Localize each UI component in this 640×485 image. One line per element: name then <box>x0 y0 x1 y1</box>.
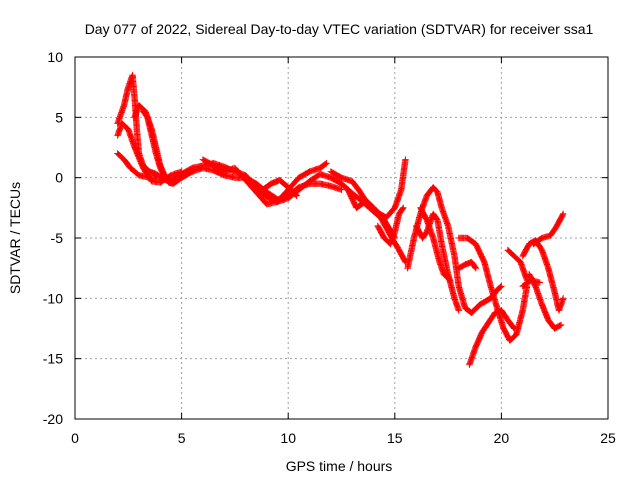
y-tick-label: 5 <box>55 109 63 125</box>
series-marker-trail <box>455 258 479 272</box>
y-tick-label: 0 <box>55 170 63 186</box>
x-tick-label: 20 <box>494 430 510 446</box>
series-arc-15 <box>417 204 454 284</box>
x-tick-label: 25 <box>600 430 616 446</box>
series-marker-trail <box>140 108 170 184</box>
series-marker-trail <box>504 246 531 284</box>
series-marker-trail <box>374 204 407 248</box>
y-tick-label: -10 <box>43 290 63 306</box>
y-tick-label: -15 <box>43 351 63 367</box>
axis-ticks: 0 5 10 15 20 25 -20 -15 -10 -5 0 5 10 <box>43 49 616 446</box>
x-tick-label: 15 <box>387 430 403 446</box>
series-arc-22 <box>530 210 567 248</box>
y-tick-label: -5 <box>51 230 64 246</box>
y-tick-label: -20 <box>43 411 63 427</box>
series-marker-trail <box>455 234 531 344</box>
grid-lines <box>75 57 608 419</box>
series-arc-12 <box>374 204 407 248</box>
series-arc-17 <box>455 234 531 344</box>
x-tick-label: 10 <box>280 430 296 446</box>
series-marker-trail <box>199 156 330 208</box>
chart-title: Day 077 of 2022, Sidereal Day-to-day VTE… <box>85 21 594 37</box>
series-marker-trail <box>530 210 567 248</box>
series-marker-trail <box>344 186 409 266</box>
data-points <box>114 71 567 368</box>
series-marker-trail <box>519 277 543 290</box>
series-arc-23 <box>519 277 543 290</box>
series-arc-11 <box>344 186 409 266</box>
x-tick-label: 0 <box>71 430 79 446</box>
series-arc-8 <box>199 156 330 208</box>
series-arc-9 <box>259 176 300 199</box>
series-marker-trail <box>417 204 454 284</box>
series-arc-5 <box>140 108 170 184</box>
series-marker-trail <box>259 176 300 199</box>
series-marker-trail <box>466 307 518 368</box>
series-arc-16 <box>455 258 479 272</box>
y-axis-label: SDTVAR / TECUs <box>7 182 23 294</box>
y-tick-label: 10 <box>47 49 63 65</box>
x-axis-label: GPS time / hours <box>286 458 393 474</box>
series-arc-18 <box>466 307 518 368</box>
series-arc-19 <box>504 246 531 284</box>
x-tick-label: 5 <box>178 430 186 446</box>
